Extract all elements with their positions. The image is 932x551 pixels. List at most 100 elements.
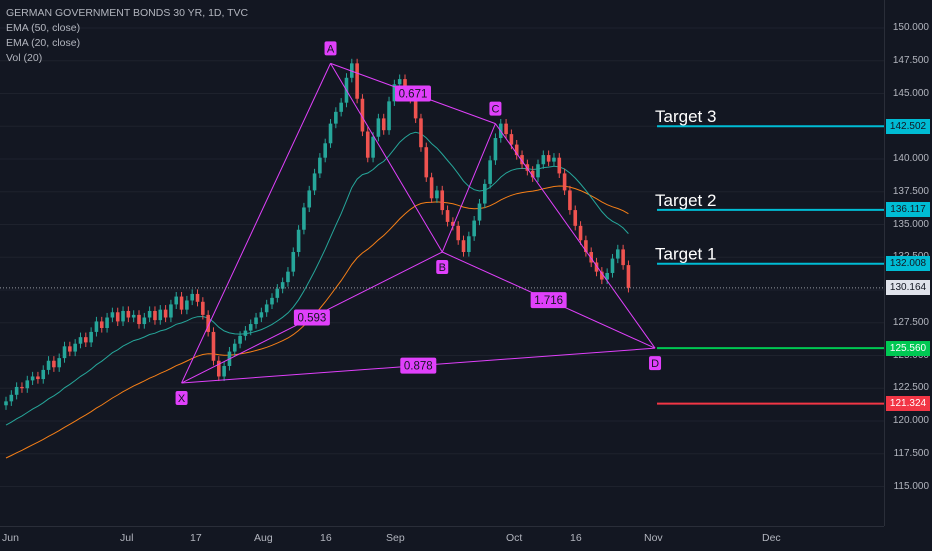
candle-body	[211, 331, 216, 361]
candle-body	[174, 296, 179, 305]
ema20-line	[5, 131, 629, 426]
level-price-badge: 136.117	[886, 202, 930, 218]
candle-body	[46, 360, 51, 370]
candle-body	[488, 160, 492, 184]
ratio-label: 0.671	[399, 89, 428, 101]
ema20-legend[interactable]: EMA (20, close)	[6, 37, 81, 49]
point-label-d: D	[651, 358, 659, 370]
price-tick-label: 120.000	[892, 415, 929, 426]
candle-body	[616, 249, 620, 259]
candle-body	[307, 190, 312, 208]
candle-body	[137, 314, 141, 325]
time-tick-label: Jul	[120, 532, 134, 544]
candle-body	[328, 123, 333, 144]
candle-body	[254, 317, 258, 325]
candle-body	[201, 301, 205, 315]
price-tick-label: 137.500	[892, 185, 929, 197]
candle-body	[467, 236, 471, 253]
candle-body	[121, 310, 125, 322]
candle-body	[483, 183, 487, 204]
candle-body	[36, 376, 40, 380]
candle-body	[376, 118, 381, 137]
candle-body	[78, 337, 83, 344]
ratio-label: 0.593	[298, 313, 327, 325]
candle-body	[318, 157, 322, 174]
time-tick-label: Dec	[762, 532, 781, 544]
candle-body	[232, 343, 237, 352]
candle-body	[562, 173, 567, 191]
candle-body	[217, 360, 221, 377]
candle-body	[147, 310, 152, 318]
candle-body	[222, 365, 226, 377]
time-tick-label: Sep	[386, 532, 405, 544]
candle-body	[94, 321, 99, 332]
candle-body	[291, 252, 296, 272]
time-tick-label: Jun	[2, 532, 19, 544]
ratio-label: 0.878	[404, 361, 433, 373]
ema50-legend[interactable]: EMA (50, close)	[6, 22, 81, 34]
level-price-badge: 142.502	[886, 118, 930, 134]
level-price-badge: 132.008	[886, 256, 930, 272]
candle-body	[371, 136, 375, 158]
candle-body	[280, 282, 285, 289]
candle-body	[546, 155, 551, 162]
candle-body	[472, 220, 476, 237]
candle-body	[610, 258, 615, 273]
target-label: Target 3	[655, 107, 716, 126]
volume-legend[interactable]: Vol (20)	[6, 52, 43, 64]
time-tick-label: Oct	[506, 532, 523, 544]
ratio-label: 1.716	[534, 295, 563, 307]
candle-body	[461, 240, 466, 253]
candle-body	[131, 314, 136, 318]
candle-body	[243, 330, 248, 336]
candle-body	[286, 271, 290, 283]
candle-body	[163, 309, 168, 318]
candle-body	[424, 147, 429, 178]
candle-body	[4, 401, 8, 406]
price-tick-label: 147.500	[892, 54, 929, 66]
candle-body	[264, 304, 269, 313]
candle-body	[392, 84, 397, 102]
candle-body	[248, 324, 253, 331]
time-tick-label: Aug	[254, 532, 273, 544]
candle-body	[312, 173, 317, 191]
candle-body	[605, 272, 609, 280]
candle-body	[626, 265, 631, 288]
candle-body	[323, 143, 327, 158]
point-label-a: A	[327, 43, 335, 55]
candle-body	[440, 190, 445, 211]
point-label-b: B	[439, 262, 446, 274]
candle-body	[99, 321, 104, 328]
candle-body	[525, 164, 530, 171]
candle-body	[62, 346, 67, 359]
candle-body	[110, 312, 115, 318]
time-tick-label: Nov	[644, 532, 663, 544]
candle-body	[169, 304, 173, 318]
candle-body	[589, 252, 593, 263]
time-axis[interactable]: Jun Jul 17 Aug 16 Sep Oct 16 Nov Dec	[0, 526, 884, 551]
chart-area[interactable]: X A B C D 0.593 0.671 1.716 0.878 Target 3 Target …	[0, 0, 884, 526]
candle-body	[594, 262, 599, 272]
price-tick-label: 150.000	[892, 22, 929, 33]
level-price-badge: 125.560	[886, 340, 930, 356]
candle-body	[557, 157, 562, 174]
candle-body	[339, 102, 343, 112]
candle-body	[195, 293, 200, 302]
candle-body	[514, 144, 519, 156]
point-label-box	[649, 356, 662, 371]
candle-body	[185, 300, 189, 310]
level-price-badge: 121.324	[886, 396, 930, 412]
time-tick-label: 16	[570, 532, 582, 544]
candle-body	[52, 360, 56, 368]
time-tick-label: 17	[190, 532, 202, 544]
price-tick-label: 117.500	[893, 447, 929, 459]
candle-body	[89, 331, 93, 343]
candle-body	[600, 271, 604, 280]
symbol-title[interactable]: GERMAN GOVERNMENT BONDS 30 YR, 1D, TVC	[6, 7, 249, 19]
candle-body	[158, 309, 163, 321]
candle-body	[153, 310, 157, 321]
price-chart[interactable]: X A B C D 0.593 0.671 1.716 0.878 Target 3 Target …	[0, 0, 884, 526]
candle-body	[68, 346, 72, 352]
candle-body	[270, 297, 274, 305]
candle-body	[142, 317, 147, 325]
